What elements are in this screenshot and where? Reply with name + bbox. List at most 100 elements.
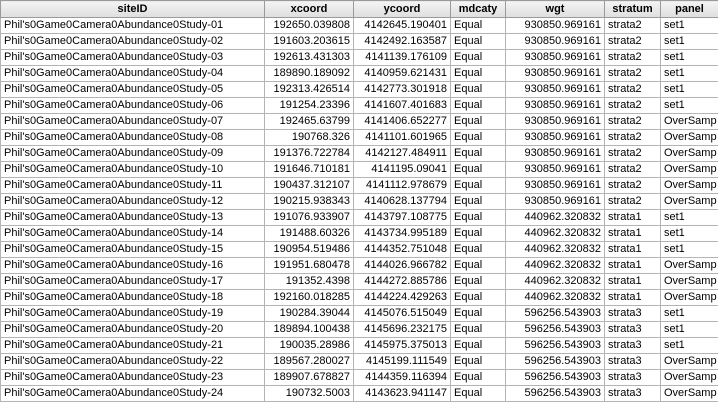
cell-xcoord[interactable]: 189894.100438 [264,321,354,338]
cell-ycoord[interactable]: 4145975.375013 [353,337,451,354]
cell-panel[interactable]: set1 [660,225,718,242]
cell-stratum[interactable]: strata1 [604,225,661,242]
cell-ycoord[interactable]: 4144026.966782 [353,257,451,274]
cell-mdcaty[interactable]: Equal [450,385,506,402]
cell-panel[interactable]: OverSamp [660,177,718,194]
cell-stratum[interactable]: strata1 [604,289,661,306]
cell-panel[interactable]: set1 [660,337,718,354]
cell-xcoord[interactable]: 191951.680478 [264,257,354,274]
cell-panel[interactable]: set1 [660,33,718,50]
cell-wgt[interactable]: 930850.969161 [505,177,605,194]
cell-panel[interactable]: set1 [660,97,718,114]
cell-panel[interactable]: set1 [660,241,718,258]
cell-wgt[interactable]: 440962.320832 [505,225,605,242]
cell-stratum[interactable]: strata1 [604,209,661,226]
cell-panel[interactable]: OverSamp [660,385,718,402]
cell-panel[interactable]: OverSamp [660,161,718,178]
cell-mdcaty[interactable]: Equal [450,33,506,50]
cell-ycoord[interactable]: 4141101.601965 [353,129,451,146]
cell-ycoord[interactable]: 4145076.515049 [353,305,451,322]
cell-mdcaty[interactable]: Equal [450,193,506,210]
cell-xcoord[interactable]: 190284.39044 [264,305,354,322]
cell-wgt[interactable]: 596256.543903 [505,353,605,370]
cell-stratum[interactable]: strata2 [604,97,661,114]
table-row[interactable]: Phil's0Game0Camera0Abundance0Study-03 192… [0,49,718,66]
table-row[interactable]: Phil's0Game0Camera0Abundance0Study-12 190… [0,193,718,210]
cell-wgt[interactable]: 440962.320832 [505,209,605,226]
cell-xcoord[interactable]: 191603.203615 [264,33,354,50]
cell-panel[interactable]: set1 [660,49,718,66]
cell-stratum[interactable]: strata1 [604,241,661,258]
cell-mdcaty[interactable]: Equal [450,369,506,386]
table-row[interactable]: Phil's0Game0Camera0Abundance0Study-13 191… [0,209,718,226]
cell-panel[interactable]: OverSamp [660,193,718,210]
cell-panel[interactable]: OverSamp [660,113,718,130]
cell-wgt[interactable]: 440962.320832 [505,289,605,306]
cell-mdcaty[interactable]: Equal [450,289,506,306]
column-header-siteid[interactable]: siteID [0,0,265,18]
cell-mdcaty[interactable]: Equal [450,225,506,242]
cell-stratum[interactable]: strata2 [604,81,661,98]
table-row[interactable]: Phil's0Game0Camera0Abundance0Study-04 189… [0,65,718,82]
cell-wgt[interactable]: 596256.543903 [505,337,605,354]
cell-site-id[interactable]: Phil's0Game0Camera0Abundance0Study-02 [0,33,265,50]
cell-stratum[interactable]: strata3 [604,353,661,370]
cell-panel[interactable]: OverSamp [660,145,718,162]
table-row[interactable]: Phil's0Game0Camera0Abundance0Study-24 190… [0,385,718,402]
cell-mdcaty[interactable]: Equal [450,273,506,290]
table-row[interactable]: Phil's0Game0Camera0Abundance0Study-17 191… [0,273,718,290]
table-row[interactable]: Phil's0Game0Camera0Abundance0Study-18 192… [0,289,718,306]
cell-site-id[interactable]: Phil's0Game0Camera0Abundance0Study-18 [0,289,265,306]
cell-site-id[interactable]: Phil's0Game0Camera0Abundance0Study-14 [0,225,265,242]
cell-mdcaty[interactable]: Equal [450,129,506,146]
cell-ycoord[interactable]: 4141139.176109 [353,49,451,66]
table-row[interactable]: Phil's0Game0Camera0Abundance0Study-08 190… [0,129,718,146]
cell-wgt[interactable]: 440962.320832 [505,241,605,258]
cell-mdcaty[interactable]: Equal [450,113,506,130]
cell-panel[interactable]: set1 [660,305,718,322]
cell-ycoord[interactable]: 4140959.621431 [353,65,451,82]
table-row[interactable]: Phil's0Game0Camera0Abundance0Study-15 190… [0,241,718,258]
column-header-xcoord[interactable]: xcoord [264,0,354,18]
cell-site-id[interactable]: Phil's0Game0Camera0Abundance0Study-15 [0,241,265,258]
cell-wgt[interactable]: 440962.320832 [505,257,605,274]
cell-ycoord[interactable]: 4141112.978679 [353,177,451,194]
cell-wgt[interactable]: 930850.969161 [505,49,605,66]
cell-stratum[interactable]: strata2 [604,145,661,162]
cell-panel[interactable]: OverSamp [660,129,718,146]
cell-xcoord[interactable]: 191254.23396 [264,97,354,114]
cell-xcoord[interactable]: 189567.280027 [264,353,354,370]
cell-site-id[interactable]: Phil's0Game0Camera0Abundance0Study-07 [0,113,265,130]
table-row[interactable]: Phil's0Game0Camera0Abundance0Study-07 192… [0,113,718,130]
cell-ycoord[interactable]: 4140628.137794 [353,193,451,210]
table-row[interactable]: Phil's0Game0Camera0Abundance0Study-02 191… [0,33,718,50]
cell-xcoord[interactable]: 189907.678827 [264,369,354,386]
cell-wgt[interactable]: 596256.543903 [505,305,605,322]
cell-site-id[interactable]: Phil's0Game0Camera0Abundance0Study-06 [0,97,265,114]
cell-ycoord[interactable]: 4142645.190401 [353,17,451,34]
cell-site-id[interactable]: Phil's0Game0Camera0Abundance0Study-04 [0,65,265,82]
cell-stratum[interactable]: strata2 [604,49,661,66]
cell-site-id[interactable]: Phil's0Game0Camera0Abundance0Study-05 [0,81,265,98]
cell-wgt[interactable]: 930850.969161 [505,97,605,114]
cell-wgt[interactable]: 440962.320832 [505,273,605,290]
cell-mdcaty[interactable]: Equal [450,353,506,370]
cell-site-id[interactable]: Phil's0Game0Camera0Abundance0Study-24 [0,385,265,402]
cell-stratum[interactable]: strata3 [604,321,661,338]
cell-ycoord[interactable]: 4142773.301918 [353,81,451,98]
cell-stratum[interactable]: strata1 [604,257,661,274]
cell-xcoord[interactable]: 192613.431303 [264,49,354,66]
cell-xcoord[interactable]: 190732.5003 [264,385,354,402]
cell-xcoord[interactable]: 192650.039808 [264,17,354,34]
cell-xcoord[interactable]: 191076.933907 [264,209,354,226]
cell-ycoord[interactable]: 4143734.995189 [353,225,451,242]
cell-site-id[interactable]: Phil's0Game0Camera0Abundance0Study-17 [0,273,265,290]
table-row[interactable]: Phil's0Game0Camera0Abundance0Study-19 190… [0,305,718,322]
cell-mdcaty[interactable]: Equal [450,177,506,194]
table-row[interactable]: Phil's0Game0Camera0Abundance0Study-10 191… [0,161,718,178]
cell-xcoord[interactable]: 190954.519486 [264,241,354,258]
table-row[interactable]: Phil's0Game0Camera0Abundance0Study-16 191… [0,257,718,274]
cell-stratum[interactable]: strata2 [604,113,661,130]
cell-mdcaty[interactable]: Equal [450,337,506,354]
cell-xcoord[interactable]: 192313.426514 [264,81,354,98]
